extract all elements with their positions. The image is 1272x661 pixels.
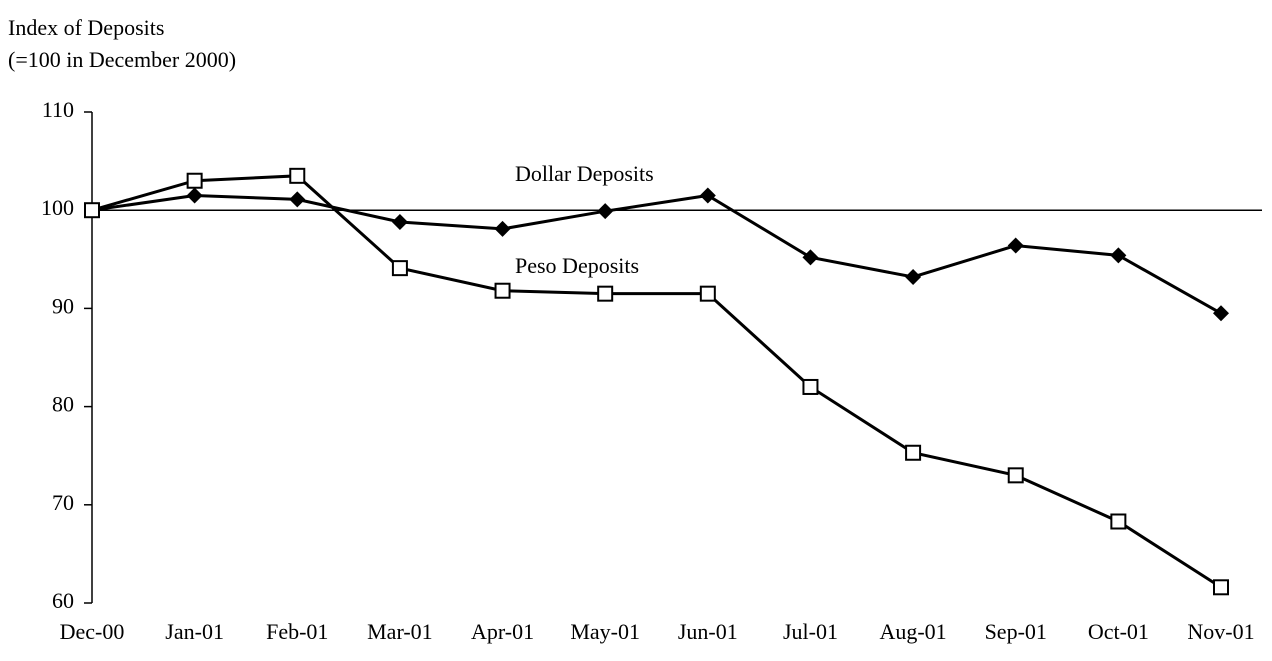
marker (391, 213, 408, 230)
series-line (91, 174, 1222, 589)
x-tick-label: Oct-01 (1088, 619, 1149, 644)
x-tick-label: Sep-01 (985, 619, 1047, 644)
y-tick-label: 110 (42, 97, 74, 122)
marker (699, 187, 716, 204)
marker (905, 444, 922, 461)
y-tick-label: 100 (41, 195, 74, 220)
chart-subtitle: (=100 in December 2000) (8, 47, 236, 72)
marker (905, 268, 922, 285)
x-tick-label: Jan-01 (165, 619, 224, 644)
marker (84, 202, 100, 219)
marker (391, 260, 408, 277)
x-tick-label: Feb-01 (266, 619, 328, 644)
x-tick-label: Mar-01 (367, 619, 433, 644)
marker (1110, 513, 1127, 530)
x-tick-label: May-01 (570, 619, 640, 644)
y-tick-label: 70 (52, 490, 74, 515)
series-label: Peso Deposits (515, 253, 639, 278)
marker (186, 187, 203, 204)
marker (802, 378, 819, 395)
y-tick-label: 90 (52, 293, 74, 318)
marker (289, 167, 306, 184)
x-tick-label: Jun-01 (678, 619, 738, 644)
marker (1213, 579, 1229, 596)
marker (494, 220, 511, 237)
marker (699, 285, 716, 302)
series-label: Dollar Deposits (515, 161, 654, 186)
x-tick-label: Aug-01 (879, 619, 946, 644)
marker (186, 172, 203, 189)
marker (494, 282, 511, 299)
chart-title: Index of Deposits (8, 15, 164, 40)
marker (1007, 237, 1024, 254)
x-tick-label: Jul-01 (783, 619, 838, 644)
x-tick-label: Nov-01 (1187, 619, 1254, 644)
series-line (91, 193, 1222, 315)
marker (597, 203, 614, 220)
marker (1110, 247, 1127, 264)
marker (289, 191, 306, 208)
x-tick-label: Apr-01 (471, 619, 534, 644)
marker (802, 249, 819, 266)
x-tick-label: Dec-00 (60, 619, 125, 644)
y-tick-label: 80 (52, 392, 74, 417)
marker (1213, 305, 1229, 322)
marker (1007, 467, 1024, 484)
y-tick-label: 60 (52, 588, 74, 613)
marker (597, 285, 614, 302)
